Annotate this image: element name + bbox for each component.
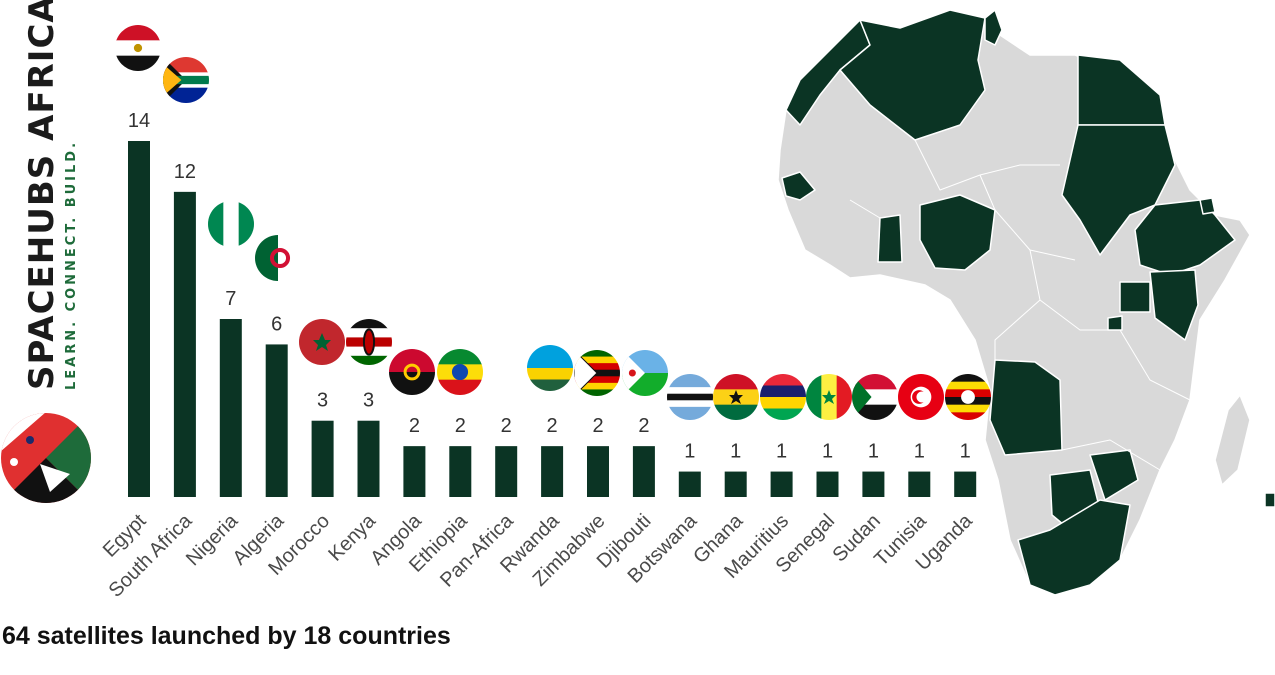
bar-nigeria: [219, 319, 242, 497]
kenya-region: [1149, 269, 1199, 341]
mauritius-flag-icon: [760, 374, 806, 420]
value-label-senegal: 1: [822, 441, 833, 463]
ghana-flag-icon: [713, 374, 759, 420]
rwanda-region: [1107, 315, 1123, 331]
uganda-region: [1119, 281, 1151, 313]
egypt-flag-icon: [115, 25, 161, 71]
bar-angola: [403, 446, 426, 497]
value-label-djibouti: 2: [638, 415, 649, 437]
senegal-flag-icon: [806, 374, 852, 420]
spacehubs-logo: [1, 413, 91, 503]
djibouti-flag-icon: [622, 350, 668, 396]
south-africa-region: [1017, 499, 1131, 596]
rwanda-flag-icon: [527, 345, 573, 391]
sudan-flag-icon: [852, 374, 898, 420]
bar-ethiopia: [449, 446, 472, 497]
mauritius-region: [1264, 492, 1275, 508]
value-label-angola: 2: [409, 415, 420, 437]
value-label-south-africa: 12: [174, 161, 196, 183]
egypt-region: [1077, 54, 1166, 126]
madagascar: [1214, 394, 1251, 486]
bar-tunisia: [908, 471, 931, 497]
bar-senegal: [816, 471, 839, 497]
djibouti-region: [1199, 197, 1216, 215]
value-label-uganda: 1: [960, 441, 971, 463]
angola-flag-icon: [389, 349, 435, 395]
footer-caption: 64 satellites launched by 18 countries: [2, 622, 451, 650]
bar-botswana: [678, 471, 701, 497]
bar-morocco: [311, 420, 334, 497]
bar-south-africa: [173, 191, 196, 497]
bar-algeria: [265, 344, 288, 497]
bar-sudan: [862, 471, 885, 497]
value-label-egypt: 14: [128, 110, 150, 132]
value-label-mauritius: 1: [776, 441, 787, 463]
algeria-region: [839, 9, 986, 141]
value-label-algeria: 6: [271, 313, 282, 335]
bar-pan-africa: [495, 446, 518, 497]
nigeria-flag-icon: [208, 201, 254, 247]
tunisia-flag-icon: [898, 374, 944, 420]
bar-kenya: [357, 420, 380, 497]
algeria-flag-icon: [255, 235, 301, 281]
bar-rwanda: [541, 446, 564, 497]
botswana-flag-icon: [667, 374, 713, 420]
zimbabwe-region: [1089, 449, 1139, 501]
value-label-zimbabwe: 2: [592, 415, 603, 437]
zimbabwe-flag-icon: [574, 350, 620, 396]
value-label-botswana: 1: [684, 441, 695, 463]
bar-mauritius: [770, 471, 793, 497]
value-label-ethiopia: 2: [455, 415, 466, 437]
value-label-pan-africa: 2: [501, 415, 512, 437]
category-label-nigeria: Nigeria: [182, 509, 243, 570]
value-label-tunisia: 1: [914, 441, 925, 463]
kenya-flag-icon: [346, 319, 392, 365]
sudan-region: [1061, 124, 1176, 256]
ethiopia-flag-icon: [437, 349, 483, 395]
bar-ghana: [724, 471, 747, 497]
value-label-rwanda: 2: [547, 415, 558, 437]
value-label-morocco: 3: [317, 390, 328, 412]
value-label-kenya: 3: [363, 390, 374, 412]
bar-djibouti: [632, 446, 655, 497]
value-label-sudan: 1: [868, 441, 879, 463]
bar-zimbabwe: [587, 446, 609, 497]
bar-egypt: [128, 141, 150, 497]
morocco-flag-icon: [299, 319, 345, 365]
nigeria-region: [919, 194, 996, 271]
bar-uganda: [954, 471, 977, 497]
south-africa-flag-icon: [163, 57, 209, 103]
senegal-region: [781, 171, 816, 201]
value-label-nigeria: 7: [225, 288, 236, 310]
uganda-flag-icon: [945, 374, 991, 420]
tunisia-region: [984, 9, 1003, 46]
value-label-ghana: 1: [730, 441, 741, 463]
